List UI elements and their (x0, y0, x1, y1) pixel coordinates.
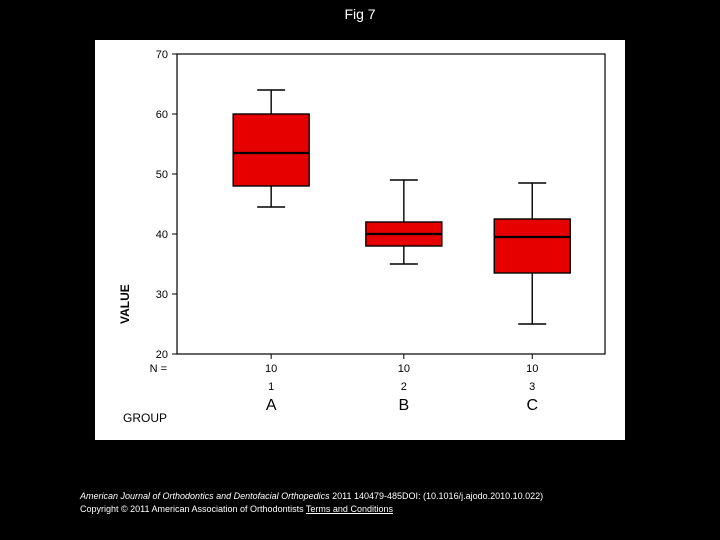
boxplot-chart: 20 30 40 50 60 70 VALUE N = GROUP 10 1 A 10 2 B 10 3 C (95, 40, 625, 440)
n-value: 10 (526, 363, 538, 375)
chart-svg: 20 30 40 50 60 70 VALUE N = GROUP 10 1 A 10 2 B 10 3 C (95, 40, 625, 440)
y-tick-label: 20 (156, 349, 168, 361)
y-tick-label: 50 (156, 169, 168, 181)
group-number: 2 (401, 381, 407, 393)
n-equals-label: N = (150, 363, 167, 375)
group-letter: A (266, 397, 277, 414)
n-value: 10 (265, 363, 277, 375)
plot-frame (177, 54, 605, 354)
box (494, 219, 570, 273)
copyright-text: Copyright © 2011 American Association of… (80, 504, 306, 514)
figure-title: Fig 7 (0, 6, 720, 22)
citation-rest-1: 2011 140479-485DOI: (10.1016/j.ajodo.201… (330, 491, 544, 501)
group-letter: C (526, 397, 538, 414)
y-tick-label: 30 (156, 289, 168, 301)
n-value: 10 (398, 363, 410, 375)
citation-line-1: American Journal of Orthodontics and Den… (80, 490, 543, 503)
citation-block: American Journal of Orthodontics and Den… (80, 490, 543, 516)
y-tick-label: 60 (156, 109, 168, 121)
group-number: 3 (529, 381, 535, 393)
citation-line-2: Copyright © 2011 American Association of… (80, 503, 543, 516)
y-axis-label: VALUE (118, 284, 132, 324)
group-number: 1 (268, 381, 274, 393)
y-tick-label: 40 (156, 229, 168, 241)
box (233, 114, 309, 186)
y-tick-label: 70 (156, 49, 168, 61)
group-letter: B (399, 397, 410, 414)
journal-name: American Journal of Orthodontics and Den… (80, 491, 330, 501)
x-axis-label: GROUP (123, 411, 167, 425)
terms-link[interactable]: Terms and Conditions (306, 504, 393, 514)
